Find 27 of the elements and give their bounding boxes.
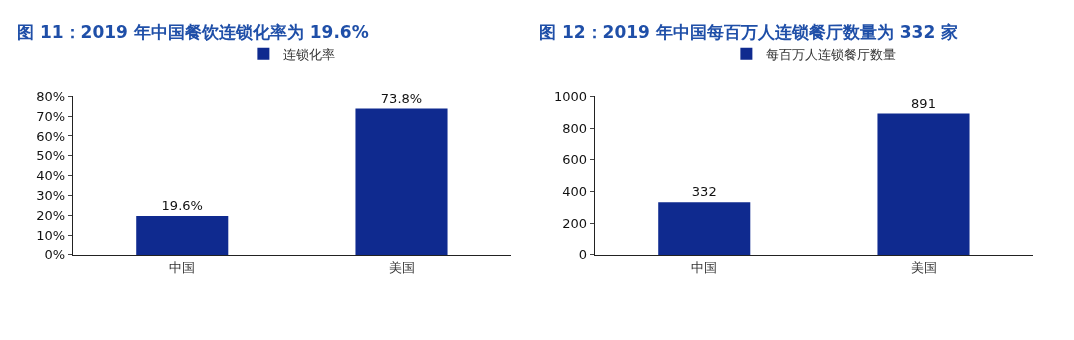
chart-title: 图 12：2019 年中国每百万人连锁餐厅数量为 332 家 [539,22,959,42]
y-tick-label: 40% [36,168,66,184]
x-tick-label: 中国 [169,259,196,275]
y-tick-label: 10% [36,227,66,243]
data-label: 19.6% [161,198,203,214]
y-tick-label: 0% [44,247,66,263]
x-tick-label: 中国 [691,259,718,275]
x-tick-label: 美国 [910,259,937,275]
legend-label: 每百万人连锁餐厅数量 [766,46,897,62]
y-tick-label: 1000 [553,88,588,104]
x-tick-label: 美国 [388,259,415,275]
y-tick-label: 60% [36,128,66,144]
y-tick-label: 20% [36,207,66,223]
y-tick-label: 0 [578,247,588,263]
y-tick-label: 70% [36,108,66,124]
y-tick-label: 800 [562,120,588,136]
legend-label: 连锁化率 [283,46,336,62]
data-label: 891 [911,95,936,111]
data-label: 73.8% [380,90,423,106]
y-tick-label: 80% [36,88,66,104]
y-tick-label: 400 [562,184,588,200]
chart-title: 图 11：2019 年中国餐饮连锁化率为 19.6% [17,22,369,42]
data-label: 332 [691,184,717,200]
y-tick-label: 200 [562,215,588,231]
y-tick-label: 600 [562,152,588,168]
y-tick-label: 30% [36,187,66,203]
y-tick-label: 50% [36,148,66,164]
